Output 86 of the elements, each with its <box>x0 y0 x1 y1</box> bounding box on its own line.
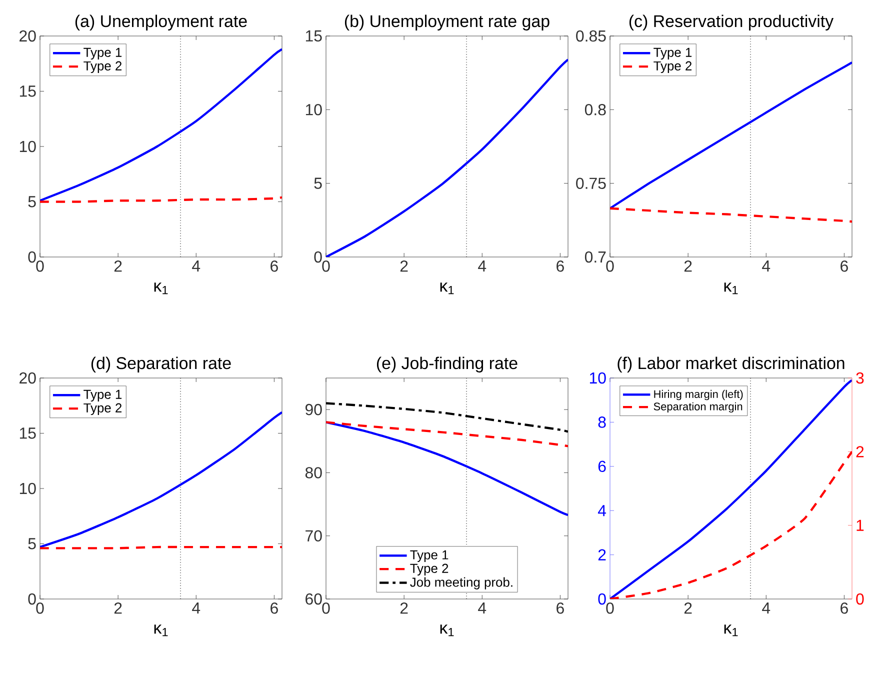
y-tick-label: 6 <box>598 460 606 472</box>
x-tick-label: 6 <box>840 260 848 272</box>
y-tick-label: 10 <box>590 372 606 384</box>
chart-title: (c) Reservation productivity <box>629 14 834 30</box>
legend-label: Separation margin <box>654 402 742 413</box>
y-tick-label: 15 <box>20 428 36 439</box>
y-tick-label: 0 <box>598 593 606 605</box>
legend-label: Type 2 <box>84 61 122 74</box>
x-tick-label: 4 <box>192 260 200 272</box>
legend-label: Type 2 <box>410 564 448 576</box>
x-axis-title: κ$_{1}$ <box>440 624 454 636</box>
y-tick-label: 90 <box>306 404 322 416</box>
line-series <box>610 61 852 210</box>
y-tick-label: 5 <box>28 538 36 550</box>
y-tick-label: 4 <box>598 505 606 516</box>
legend-label: Job meeting prob. <box>410 577 512 590</box>
x-tick-label: 0 <box>322 260 330 272</box>
x-tick-label: 0 <box>606 260 614 272</box>
x-tick-label: 0 <box>322 602 330 614</box>
y-tick-label: 10 <box>20 140 36 152</box>
line-series <box>40 48 282 202</box>
x-tick-label: 4 <box>478 260 486 272</box>
y-tick-label: 20 <box>20 372 36 384</box>
y-tick-label: 70 <box>306 530 322 542</box>
y-tick-label: 0.8 <box>584 104 606 116</box>
x-tick-label: 2 <box>400 260 408 272</box>
line-series <box>326 421 568 516</box>
chart-title: (a) Unemployment rate <box>75 14 247 30</box>
y-tick-label: 8 <box>598 416 606 428</box>
y-tick-label: 15 <box>306 30 322 42</box>
x-axis-title: κ$_{1}$ <box>724 624 738 636</box>
x-axis-title: κ$_{1}$ <box>440 282 454 294</box>
y2-tick-label: 3 <box>856 372 864 384</box>
line-series <box>610 379 852 599</box>
y2-tick-label: 0 <box>856 593 864 605</box>
legend-label: Hiring margin (left) <box>654 390 743 400</box>
x-tick-label: 2 <box>684 602 692 614</box>
x-tick-label: 6 <box>840 602 848 614</box>
y-tick-label: 0.75 <box>576 178 606 189</box>
x-tick-label: 4 <box>762 260 770 272</box>
chart-title: (d) Separation rate <box>91 356 231 373</box>
line-series <box>326 421 568 448</box>
y-tick-label: 0.7 <box>584 251 606 263</box>
x-axis-title: κ$_{1}$ <box>154 624 168 636</box>
x-tick-label: 2 <box>114 260 122 272</box>
x-tick-label: 2 <box>400 602 408 614</box>
x-tick-label: 6 <box>270 260 278 272</box>
x-tick-label: 0 <box>36 602 44 614</box>
y-tick-label: 20 <box>20 30 36 42</box>
y-tick-label: 10 <box>20 482 36 494</box>
y-tick-label: 0 <box>314 251 322 263</box>
y-tick-label: 15 <box>20 86 36 97</box>
x-tick-label: 4 <box>478 602 486 614</box>
x-axis-title: κ$_{1}$ <box>724 282 738 294</box>
x-tick-label: 6 <box>556 602 564 614</box>
x-tick-label: 6 <box>270 602 278 614</box>
x-tick-label: 0 <box>606 602 614 614</box>
line-series <box>326 58 568 257</box>
line-series <box>610 207 852 223</box>
y-tick-label: 5 <box>314 178 322 189</box>
chart-title: (f) Labor market discrimination <box>618 356 844 372</box>
x-tick-label: 2 <box>114 602 122 614</box>
legend-label: Type 2 <box>84 403 122 416</box>
y-tick-label: 80 <box>305 467 322 478</box>
y-tick-label: 2 <box>598 549 606 560</box>
chart-title: (e) Job-finding rate <box>376 356 518 373</box>
y2-tick-label: 2 <box>856 446 864 458</box>
x-axis-title: κ$_{1}$ <box>154 282 168 294</box>
x-tick-label: 6 <box>556 260 564 272</box>
legend-label: Type 1 <box>84 48 122 60</box>
y-tick-label: 5 <box>28 196 36 208</box>
x-tick-label: 2 <box>684 260 692 272</box>
y-tick-label: 0 <box>28 251 36 263</box>
x-tick-label: 4 <box>762 602 770 614</box>
chart-title: (b) Unemployment rate gap <box>344 14 550 30</box>
y2-tick-label: 1 <box>856 520 864 531</box>
legend-label: Type 2 <box>654 61 692 74</box>
x-tick-label: 4 <box>192 602 200 614</box>
y-tick-label: 0.85 <box>576 30 606 42</box>
y-tick-label: 0 <box>28 593 36 605</box>
legend-label: Type 1 <box>410 550 448 562</box>
y-tick-label: 10 <box>306 104 322 116</box>
legend-label: Type 1 <box>654 48 692 60</box>
y-tick-label: 60 <box>306 593 322 605</box>
legend-label: Type 1 <box>84 390 122 402</box>
x-tick-label: 0 <box>36 260 44 272</box>
